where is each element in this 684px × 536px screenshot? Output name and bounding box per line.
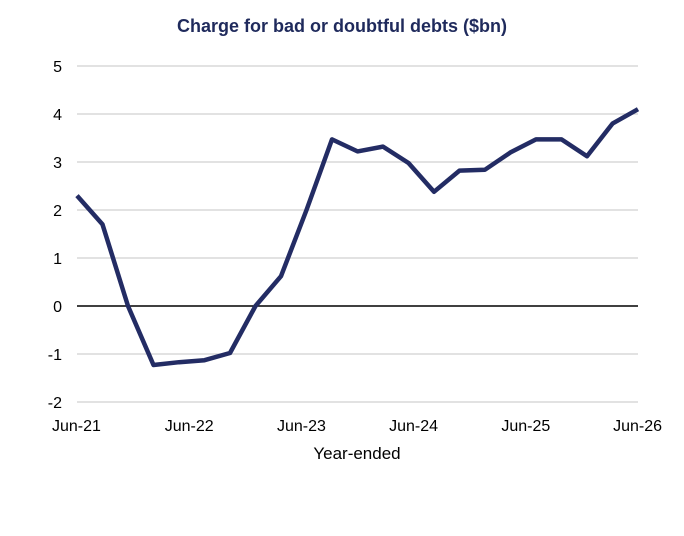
y-tick-label: 3 — [53, 155, 62, 172]
y-tick-label: 4 — [53, 107, 62, 124]
x-tick-label: Jun-23 — [277, 418, 326, 435]
y-tick-label: -1 — [48, 347, 62, 364]
x-axis-ticks: Jun-21 Jun-22 Jun-23 Jun-24 Jun-25 Jun-26 — [52, 418, 662, 435]
x-tick-label: Jun-24 — [389, 418, 438, 435]
y-axis-ticks: -2 -1 0 1 2 3 4 5 — [48, 59, 62, 412]
x-tick-label: Jun-25 — [501, 418, 550, 435]
y-tick-label: 2 — [53, 203, 62, 220]
x-axis-title: Year-ended — [313, 444, 400, 463]
y-tick-label: 0 — [53, 299, 62, 316]
x-tick-label: Jun-22 — [165, 418, 214, 435]
y-tick-label: -2 — [48, 395, 62, 412]
x-tick-label: Jun-26 — [613, 418, 662, 435]
x-tick-label: Jun-21 — [52, 418, 101, 435]
chart-title: Charge for bad or doubtful debts ($bn) — [177, 16, 507, 36]
gridlines — [77, 65, 638, 403]
series-layer — [75, 107, 640, 368]
y-tick-label: 1 — [53, 251, 62, 268]
series-line — [75, 107, 640, 368]
y-tick-label: 5 — [53, 59, 62, 76]
